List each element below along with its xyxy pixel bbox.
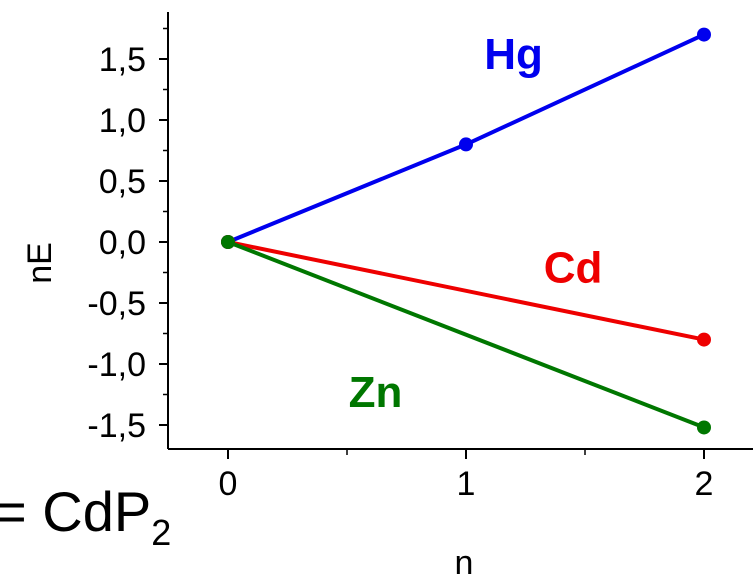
y-axis-label: nE [21,242,59,284]
axes [167,12,753,450]
x-tick-label: 1 [457,465,476,503]
y-tick-label: 0,5 [99,163,146,201]
data-point-hg [459,137,473,152]
x-axis-label: n [455,544,474,577]
series-points [221,27,711,435]
x-tick-label: 2 [695,465,714,503]
series-label-hg: Hg [484,30,543,79]
y-axis-ticks: 1,5 1,0 0,5 0,0 -0,5 -1,0 -1,5 [87,27,168,445]
series-labels: Hg Cd Zn [349,30,603,417]
x-tick-label: 0 [219,465,238,503]
data-point-cd [697,332,711,347]
data-point-zn [221,235,235,249]
series-lines [227,32,705,430]
series-line-cd [227,240,705,342]
formula-prefix: = CdP [0,480,151,543]
series-label-zn: Zn [349,368,403,417]
data-point-zn [697,420,711,435]
series-line-zn [227,240,705,430]
y-tick-label: 1,0 [99,102,146,140]
formula-subscript: 2 [151,512,171,553]
x-axis-ticks: 0 1 2 [219,449,714,503]
formula-label: = CdP2 [0,480,171,553]
series-label-cd: Cd [544,243,603,292]
data-point-hg [697,27,711,42]
y-tick-label: -1,5 [87,407,146,445]
y-tick-label: 0,0 [99,224,146,262]
y-tick-label: -1,0 [87,346,146,384]
y-tick-label: -0,5 [87,285,146,323]
y-tick-label: 1,5 [99,41,146,79]
